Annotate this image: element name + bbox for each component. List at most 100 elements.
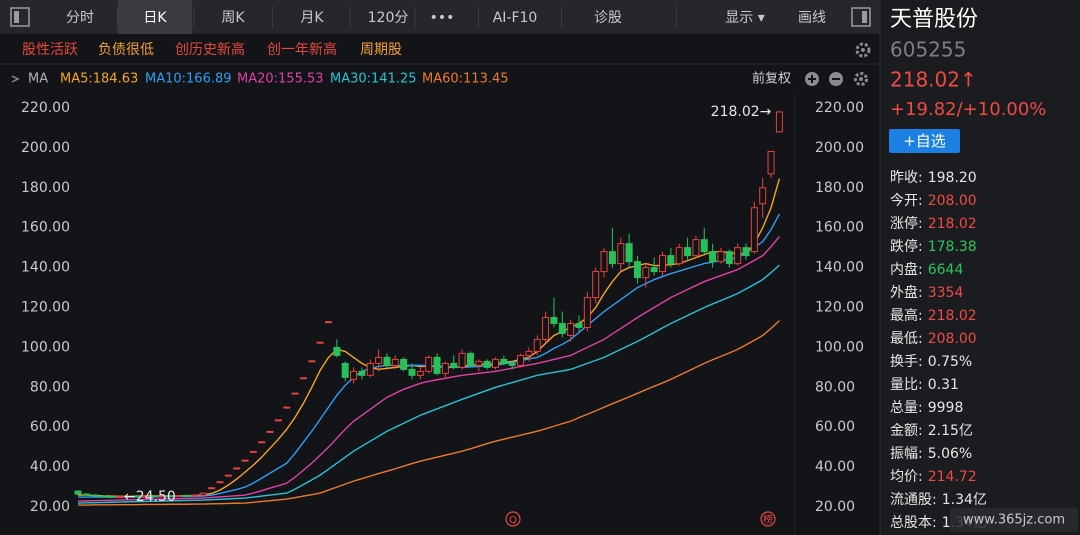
stat-value: 3354 xyxy=(928,285,964,301)
candle-body xyxy=(99,495,107,498)
candle-body xyxy=(233,467,241,470)
stat-label: 换手: xyxy=(890,353,923,370)
stat-label: 流通股: xyxy=(890,492,937,508)
stat-label: 内盘: xyxy=(890,261,923,278)
ma-line xyxy=(77,264,780,504)
zoom-out-icon[interactable] xyxy=(829,72,843,86)
stock-tag[interactable]: 创一年新高 xyxy=(267,41,337,58)
tab[interactable]: ••• xyxy=(430,10,455,26)
candle-body xyxy=(600,251,608,273)
candle-body xyxy=(759,187,767,205)
y-tick-label: 60.00 xyxy=(30,419,70,435)
stat-label: 均价: xyxy=(890,469,923,485)
candle-body xyxy=(124,495,132,498)
candle-body xyxy=(625,243,633,263)
candle-body xyxy=(266,430,274,433)
ma-collapse-icon[interactable] xyxy=(11,75,20,83)
stat-value: 218.02 xyxy=(928,216,977,232)
ma-label: MA xyxy=(28,72,48,87)
tab[interactable]: 120分 xyxy=(368,10,409,26)
stat-value: 208.00 xyxy=(928,193,977,209)
stat-label: 振幅: xyxy=(890,446,923,462)
ma-line xyxy=(77,236,780,502)
stat-label: 金额: xyxy=(890,423,923,439)
tab[interactable]: AI-F10 xyxy=(493,10,538,26)
y-tick-label: 40.00 xyxy=(30,459,70,475)
event-marker-ring[interactable] xyxy=(760,511,776,527)
stock-tag[interactable]: 股性活跃 xyxy=(22,42,78,58)
stock-tag[interactable]: 周期股 xyxy=(360,42,402,58)
candle-body xyxy=(700,239,708,253)
tab[interactable]: 诊股 xyxy=(594,10,622,26)
stat-value: 214.72 xyxy=(928,469,977,485)
ma-settings-icon[interactable] xyxy=(854,72,868,86)
tab[interactable]: 画线 xyxy=(798,10,826,26)
tab[interactable]: 日K xyxy=(143,10,167,26)
event-marker[interactable]: 榜 xyxy=(763,513,773,526)
add-watchlist-button[interactable]: +自选 xyxy=(889,129,960,153)
tab[interactable]: 月K xyxy=(300,10,324,26)
candle-body xyxy=(767,150,775,175)
stock-tag[interactable]: 创历史新高 xyxy=(175,41,245,58)
candle-body xyxy=(583,297,591,328)
candle-body xyxy=(441,362,449,374)
candle-body xyxy=(684,247,692,257)
sidebar-icon[interactable] xyxy=(10,7,30,27)
y-tick-label-right: 220.00 xyxy=(815,100,864,116)
y-tick-label-right: 160.00 xyxy=(815,220,864,236)
stat-value: 1.34亿 xyxy=(942,492,987,508)
candle-body xyxy=(650,267,658,273)
candle-body xyxy=(667,255,675,265)
tab-selected-bg xyxy=(118,0,192,34)
stat-label: 昨收: xyxy=(890,170,923,186)
watermark: www.365jz.com xyxy=(963,513,1065,528)
candle-body xyxy=(224,474,232,477)
candle-body xyxy=(533,338,541,352)
low-annotation: ←24.50 xyxy=(124,489,176,505)
candle-body xyxy=(608,251,616,265)
candle-body xyxy=(542,316,550,340)
ma-legend: MA20:155.53 xyxy=(237,72,324,87)
stock-tag[interactable]: 负债很低 xyxy=(98,42,154,58)
stat-value: 218.02 xyxy=(928,308,977,324)
candle-body xyxy=(709,251,717,263)
candle-body xyxy=(116,496,124,499)
candle-body xyxy=(734,247,742,265)
candle-body xyxy=(775,111,783,133)
stat-label: 最低: xyxy=(890,331,923,347)
y-tick-label-right: 120.00 xyxy=(815,300,864,316)
watermark-bg xyxy=(950,508,1078,532)
settings-icon[interactable] xyxy=(855,42,871,58)
candle-body xyxy=(174,494,182,497)
stat-label: 最高: xyxy=(890,307,923,324)
button-label[interactable]: +自选 xyxy=(903,132,946,150)
event-marker[interactable]: Q xyxy=(509,515,517,526)
candle-body xyxy=(400,358,408,370)
ma-line xyxy=(78,320,780,506)
candle-body xyxy=(283,406,291,409)
candle-body xyxy=(258,441,266,444)
candle-body xyxy=(525,350,533,356)
stat-value: 9998 xyxy=(928,400,964,416)
candle-body xyxy=(633,261,641,279)
candle-body xyxy=(249,450,257,453)
adjust-mode[interactable]: 前复权 xyxy=(752,71,791,87)
tab[interactable]: 分时 xyxy=(66,10,94,26)
y-tick-label-right: 40.00 xyxy=(815,459,855,475)
candle-body xyxy=(191,494,199,497)
candle-body xyxy=(383,356,391,366)
candle-body xyxy=(575,322,583,328)
tab[interactable]: 显示 ▾ xyxy=(725,10,764,26)
stat-label: 涨停: xyxy=(890,215,923,232)
y-tick-label: 180.00 xyxy=(21,180,70,196)
candle-body xyxy=(166,495,174,498)
candle-body xyxy=(325,321,332,324)
tab[interactable]: 周K xyxy=(221,10,245,26)
y-tick-label-right: 140.00 xyxy=(815,260,864,276)
event-marker-ring[interactable] xyxy=(505,511,521,527)
panel-icon[interactable] xyxy=(851,7,871,27)
candle-body xyxy=(391,358,399,366)
zoom-in-icon[interactable] xyxy=(805,72,819,86)
